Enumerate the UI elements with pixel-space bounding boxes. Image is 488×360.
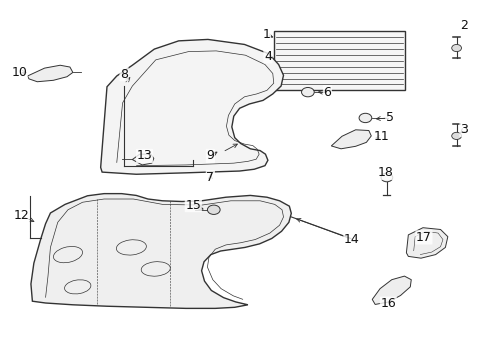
Text: 8: 8 [120,68,128,81]
Text: 12: 12 [13,210,29,222]
Text: 18: 18 [377,166,393,179]
Text: 4: 4 [264,50,271,63]
Circle shape [451,132,461,139]
Text: 5: 5 [385,112,393,125]
Text: 16: 16 [380,297,395,310]
Circle shape [358,113,371,123]
Circle shape [301,87,314,97]
Polygon shape [101,40,283,174]
Polygon shape [273,31,405,90]
Circle shape [380,173,392,182]
Polygon shape [132,154,154,165]
Polygon shape [330,130,370,149]
Text: 13: 13 [136,149,152,162]
Polygon shape [27,65,73,82]
Text: 1: 1 [262,28,270,41]
Polygon shape [371,276,410,305]
Text: 7: 7 [206,171,214,184]
Text: 11: 11 [373,130,389,144]
Text: 3: 3 [459,123,467,136]
Polygon shape [406,228,447,258]
Text: 6: 6 [323,86,331,99]
Text: 14: 14 [343,233,359,246]
Circle shape [207,205,220,215]
Text: 17: 17 [415,231,431,244]
Text: 10: 10 [11,66,27,79]
Text: 15: 15 [185,199,201,212]
Text: 2: 2 [459,19,467,32]
Text: 9: 9 [206,149,214,162]
Polygon shape [31,194,291,309]
Circle shape [451,44,461,51]
